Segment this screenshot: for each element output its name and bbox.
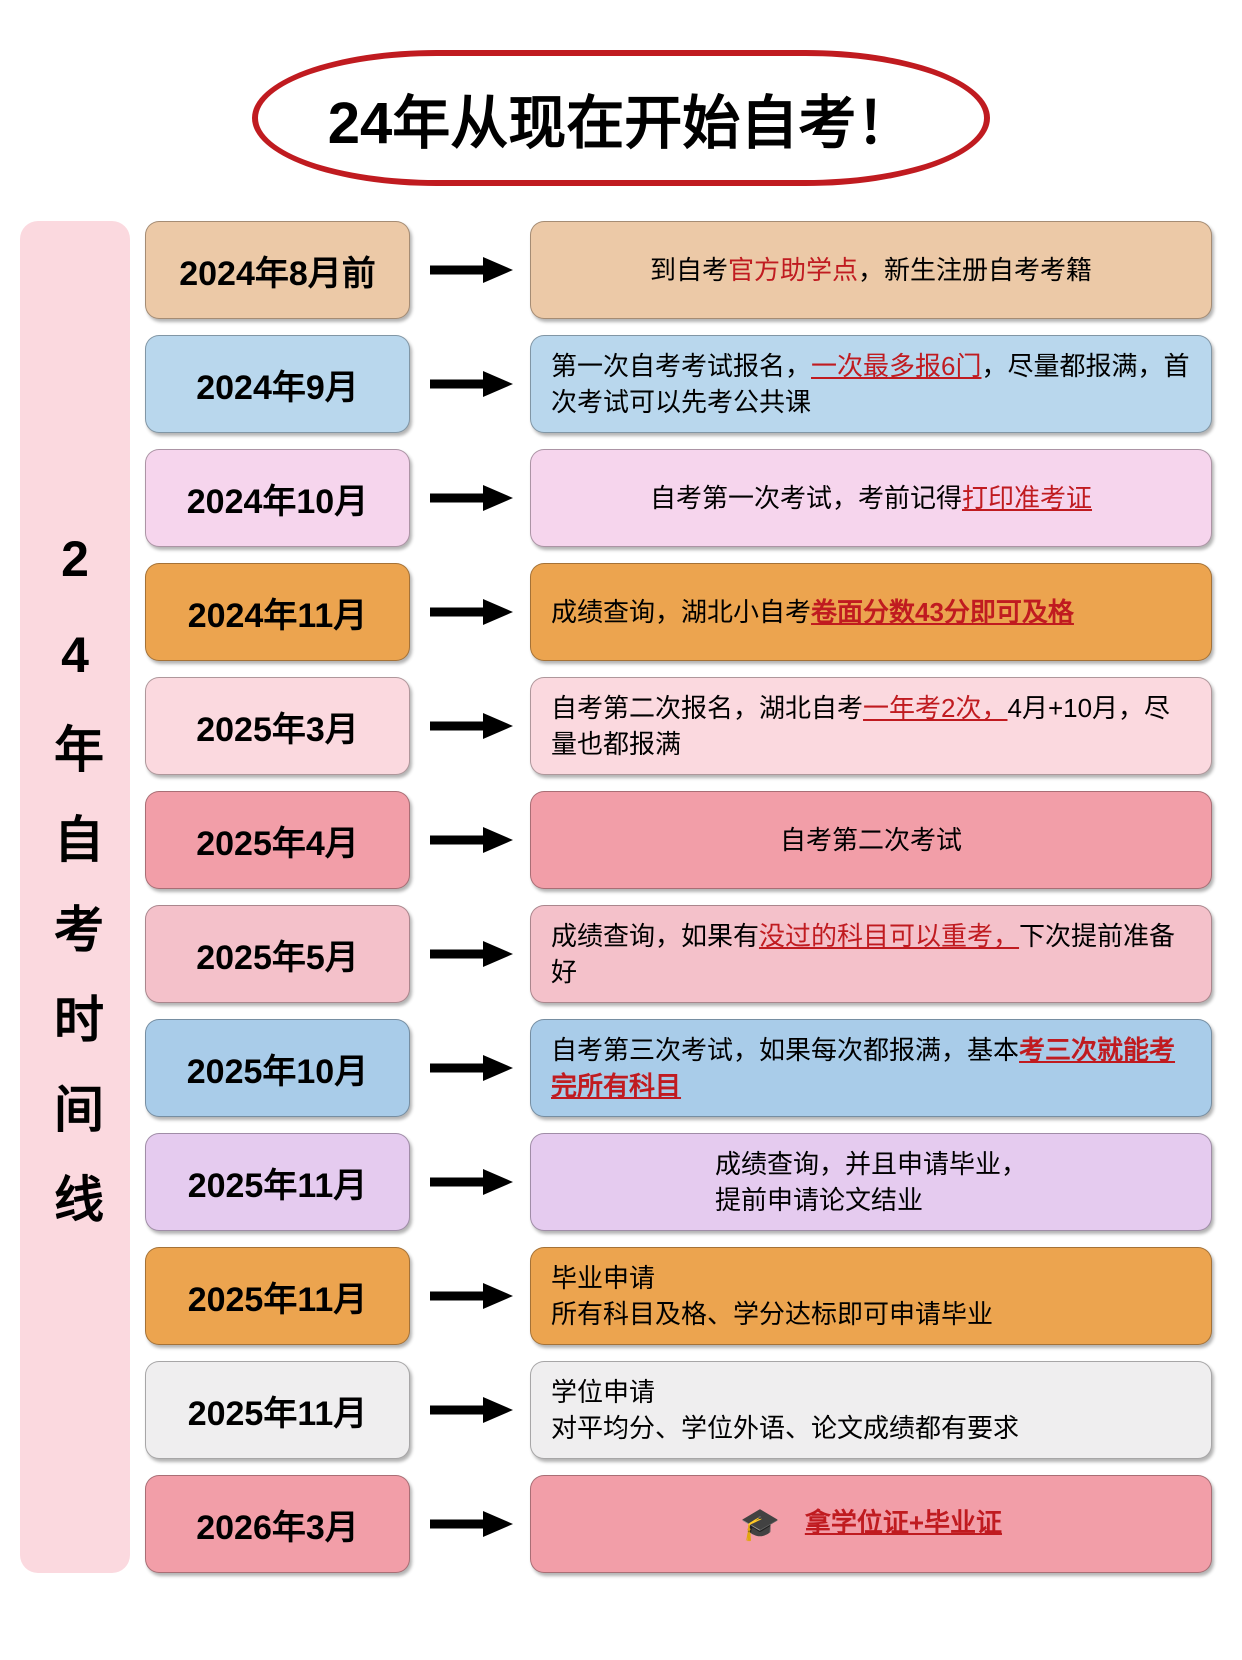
desc-box: 到自考官方助学点，新生注册自考考籍 [530,221,1212,319]
desc-text: 自考第二次考试 [780,825,962,855]
date-box: 2025年5月 [145,905,410,1003]
desc-box: 自考第三次考试，如果每次都报满，基本考三次就能考完所有科目 [530,1019,1212,1117]
desc-text: 自考第二次报名，湖北自考 [551,693,863,723]
date-box: 2025年10月 [145,1019,410,1117]
desc-text: 对平均分、学位外语、论文成绩都有要求 [551,1413,1019,1443]
timeline-row: 2025年11月 成绩查询，并且申请毕业， 提前申请论文结业 [145,1133,1212,1231]
desc-box: 第一次自考考试报名，一次最多报6门，尽量都报满，首次考试可以先考公共课 [530,335,1212,433]
desc-text: 成绩查询，湖北小自考 [551,597,811,627]
arrow-icon [425,1247,515,1345]
sidebar-title: 24年自考时间线 [39,531,111,1263]
date-box: 2025年11月 [145,1133,410,1231]
arrow-icon [425,677,515,775]
desc-text: 卷面分数43分即可及格 [811,597,1074,627]
desc-box: 自考第二次考试 [530,791,1212,889]
desc-box: 成绩查询，如果有没过的科目可以重考，下次提前准备好 [530,905,1212,1003]
arrow-icon [425,1475,515,1573]
desc-text: 第一次自考考试报名， [551,351,811,381]
page-title: 24年从现在开始自考！ [328,76,915,160]
timeline-row: 2024年11月 成绩查询，湖北小自考卷面分数43分即可及格 [145,563,1212,661]
desc-text: 拿学位证+毕业证 [805,1507,1002,1537]
timeline: 2024年8月前 到自考官方助学点，新生注册自考考籍 2024年9月 第一次自考考试报… [145,221,1212,1573]
header-oval: 24年从现在开始自考！ [252,50,991,186]
desc-box: 毕业申请所有科目及格、学分达标即可申请毕业 [530,1247,1212,1345]
desc-box: 🎓 拿学位证+毕业证 [530,1475,1212,1573]
timeline-row: 2026年3月 🎓 拿学位证+毕业证 [145,1475,1212,1573]
desc-text: 官方助学点 [728,255,858,285]
header: 24年从现在开始自考！ [0,0,1242,186]
desc-box: 学位申请对平均分、学位外语、论文成绩都有要求 [530,1361,1212,1459]
desc-box: 自考第一次考试，考前记得打印准考证 [530,449,1212,547]
desc-text: 自考第三次考试，如果每次都报满，基本 [551,1035,1019,1065]
timeline-row: 2024年10月 自考第一次考试，考前记得打印准考证 [145,449,1212,547]
content: 24年自考时间线 2024年8月前 到自考官方助学点，新生注册自考考籍 2024年9… [0,186,1242,1573]
desc-text: 提前申请论文结业 [715,1185,923,1215]
arrow-icon [425,1019,515,1117]
timeline-row: 2024年8月前 到自考官方助学点，新生注册自考考籍 [145,221,1212,319]
desc-box: 成绩查询，并且申请毕业， 提前申请论文结业 [530,1133,1212,1231]
desc-text: 成绩查询，如果有 [551,921,759,951]
desc-text: 一年考2次， [863,693,1007,723]
desc-text: 打印准考证 [962,483,1092,513]
arrow-icon [425,1133,515,1231]
date-box: 2024年9月 [145,335,410,433]
desc-text: 学位申请 [551,1377,655,1407]
date-box: 2025年3月 [145,677,410,775]
desc-box: 自考第二次报名，湖北自考一年考2次，4月+10月，尽量也都报满 [530,677,1212,775]
arrow-icon [425,449,515,547]
desc-text: 到自考 [650,255,728,285]
desc-text: 成绩查询，并且申请毕业， [715,1149,1027,1179]
desc-text: 毕业申请 [551,1263,655,1293]
date-box: 2024年8月前 [145,221,410,319]
desc-text: 所有科目及格、学分达标即可申请毕业 [551,1299,993,1329]
sidebar: 24年自考时间线 [20,221,130,1573]
arrow-icon [425,563,515,661]
desc-text: 一次最多报6门 [811,351,981,381]
date-box: 2025年4月 [145,791,410,889]
timeline-row: 2025年11月 毕业申请所有科目及格、学分达标即可申请毕业 [145,1247,1212,1345]
timeline-row: 2025年3月 自考第二次报名，湖北自考一年考2次，4月+10月，尽量也都报满 [145,677,1212,775]
arrow-icon [425,791,515,889]
graduation-cap-icon: 🎓 [740,1502,780,1547]
date-box: 2024年10月 [145,449,410,547]
timeline-row: 2025年4月 自考第二次考试 [145,791,1212,889]
date-box: 2025年11月 [145,1361,410,1459]
date-box: 2026年3月 [145,1475,410,1573]
arrow-icon [425,905,515,1003]
arrow-icon [425,1361,515,1459]
timeline-row: 2024年9月 第一次自考考试报名，一次最多报6门，尽量都报满，首次考试可以先考公… [145,335,1212,433]
timeline-row: 2025年10月 自考第三次考试，如果每次都报满，基本考三次就能考完所有科目 [145,1019,1212,1117]
date-box: 2024年11月 [145,563,410,661]
desc-box: 成绩查询，湖北小自考卷面分数43分即可及格 [530,563,1212,661]
timeline-row: 2025年11月 学位申请对平均分、学位外语、论文成绩都有要求 [145,1361,1212,1459]
arrow-icon [425,221,515,319]
timeline-row: 2025年5月 成绩查询，如果有没过的科目可以重考，下次提前准备好 [145,905,1212,1003]
desc-text: ，新生注册自考考籍 [858,255,1092,285]
arrow-icon [425,335,515,433]
desc-text: 自考第一次考试，考前记得 [650,483,962,513]
date-box: 2025年11月 [145,1247,410,1345]
desc-text: 没过的科目可以重考， [759,921,1019,951]
